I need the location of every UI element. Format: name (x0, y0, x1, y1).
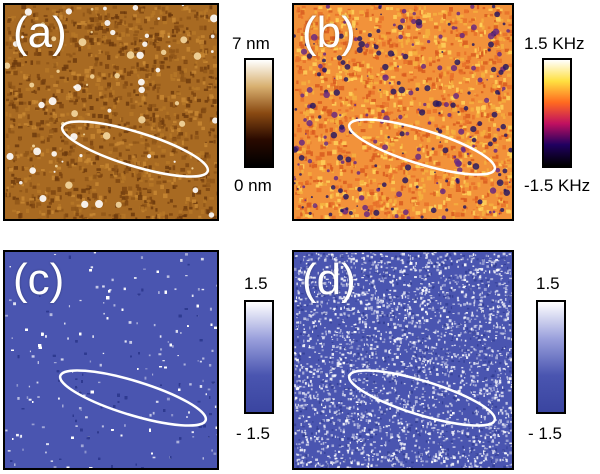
colorbar-b-top-label: 1.5 KHz (524, 34, 585, 53)
colorbar-d-top-label: 1.5 (536, 274, 560, 293)
panel-c-dissipation-image: (c) (3, 250, 219, 470)
topography-map (5, 5, 217, 219)
colorbar-a (244, 58, 274, 168)
dissipation-map-d (294, 252, 512, 468)
dissipation-map-c (5, 252, 217, 468)
panel-b-frequency-image: (b) (292, 3, 514, 221)
colorbar-d-bottom-label: - 1.5 (528, 424, 563, 443)
colorbar-a-top-label: 7 nm (232, 34, 270, 53)
colorbar-c-bottom-label: - 1.5 (236, 424, 271, 443)
colorbar-c-top-label: 1.5 (244, 274, 268, 293)
frequency-shift-map (294, 5, 512, 219)
colorbar-b (542, 58, 572, 168)
panel-d-dissipation-image: (d) (292, 250, 514, 470)
colorbar-b-bottom-label: -1.5 KHz (524, 176, 591, 195)
colorbar-c (244, 300, 274, 414)
panel-a-topography-image: (a) (3, 3, 219, 221)
colorbar-d (536, 300, 566, 414)
colorbar-a-bottom-label: 0 nm (234, 176, 272, 195)
